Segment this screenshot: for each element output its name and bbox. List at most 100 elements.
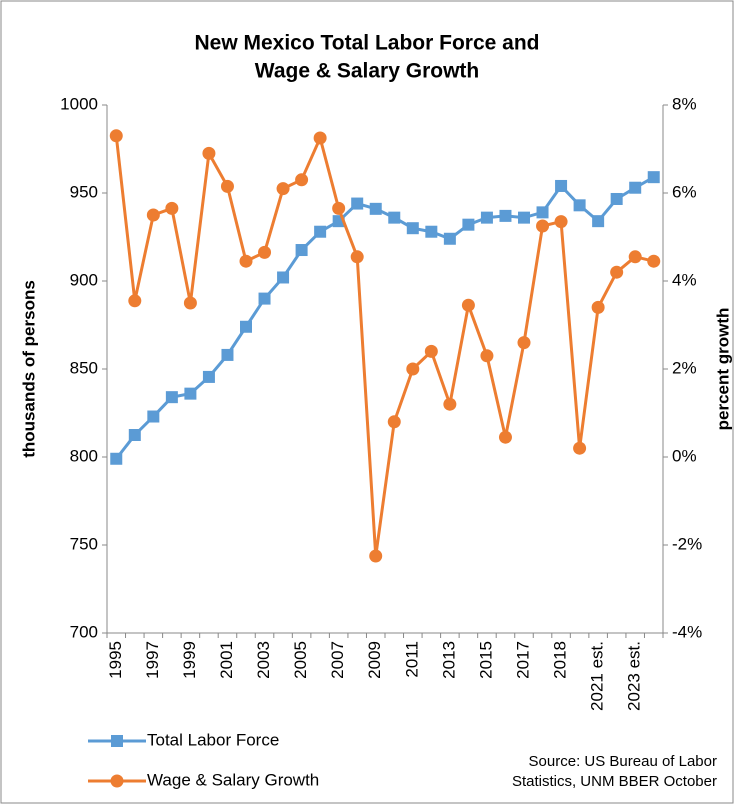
- data-point: [314, 225, 327, 238]
- y-tick-label: 950: [70, 182, 98, 201]
- y2-tick-label: -4%: [672, 622, 702, 641]
- data-point: [647, 254, 661, 268]
- x-tick-label: 2021 est.: [588, 641, 607, 711]
- chart-title: Wage & Salary Growth: [255, 60, 479, 83]
- data-point: [591, 300, 605, 314]
- data-point: [350, 250, 364, 264]
- data-point: [183, 296, 197, 310]
- data-point: [536, 219, 550, 233]
- x-tick-label: 2003: [254, 641, 273, 679]
- y2-tick-label: 2%: [672, 358, 697, 377]
- data-point: [461, 298, 475, 312]
- data-point: [406, 222, 419, 235]
- data-point: [220, 179, 234, 193]
- data-point: [184, 387, 197, 400]
- data-point: [110, 452, 123, 465]
- data-point: [443, 232, 456, 245]
- x-tick-label: 2017: [513, 641, 532, 679]
- data-point: [462, 218, 475, 231]
- data-point: [351, 197, 364, 210]
- data-point: [165, 391, 178, 404]
- data-point: [517, 336, 531, 350]
- data-point: [202, 370, 215, 383]
- data-point: [647, 171, 660, 184]
- data-point: [573, 441, 587, 455]
- data-point: [388, 211, 401, 224]
- y-tick-label: 800: [70, 446, 98, 465]
- data-point: [295, 173, 309, 187]
- data-point: [610, 192, 623, 205]
- data-point: [313, 131, 327, 145]
- series-line: [114, 133, 655, 557]
- data-point: [369, 202, 382, 215]
- y-tick-label: 850: [70, 358, 98, 377]
- data-point: [276, 182, 290, 196]
- x-tick-label: 2005: [291, 641, 310, 679]
- x-tick-label: 2015: [476, 641, 495, 679]
- data-point: [202, 146, 216, 160]
- y-tick-label: 700: [70, 622, 98, 641]
- data-point: [146, 208, 160, 222]
- x-tick-label: 2001: [217, 641, 236, 679]
- data-point: [369, 549, 383, 563]
- data-point: [258, 245, 272, 259]
- x-tick-label: 2018: [551, 641, 570, 679]
- legend-marker: [110, 774, 124, 788]
- data-point: [480, 349, 494, 363]
- data-point: [406, 362, 420, 376]
- data-point: [629, 181, 642, 194]
- data-point: [480, 211, 493, 224]
- x-tick-label: 1997: [143, 641, 162, 679]
- data-point: [536, 206, 549, 219]
- x-tick-label: 1995: [106, 641, 125, 679]
- data-point: [240, 320, 252, 333]
- data-point: [518, 211, 530, 224]
- data-point: [425, 225, 438, 238]
- source-note: Statistics, UNM BBER October: [512, 773, 717, 790]
- x-tick-label: 2011: [402, 641, 421, 678]
- y2-tick-label: 8%: [672, 94, 697, 113]
- y2-tick-label: 4%: [672, 270, 697, 289]
- data-point: [128, 294, 142, 308]
- data-point: [498, 430, 512, 444]
- data-point: [295, 244, 308, 257]
- data-point: [424, 344, 438, 358]
- data-point: [221, 348, 234, 361]
- legend-marker: [111, 735, 123, 747]
- x-tick-label: 2007: [328, 641, 347, 679]
- y-tick-label: 900: [70, 270, 98, 289]
- data-point: [628, 250, 642, 264]
- y-tick-label: 1000: [60, 94, 98, 113]
- data-point: [128, 429, 141, 441]
- legend-label: Wage & Salary Growth: [147, 770, 319, 789]
- x-tick-label: 2009: [365, 641, 384, 679]
- legend-label: Total Labor Force: [147, 730, 279, 749]
- data-point: [554, 215, 568, 229]
- data-point: [592, 215, 605, 228]
- y2-tick-label: 6%: [672, 182, 697, 201]
- y-tick-label: 750: [70, 534, 98, 553]
- data-point: [239, 254, 253, 268]
- x-tick-label: 2013: [439, 641, 458, 679]
- data-point: [332, 201, 346, 215]
- y-axis-label: thousands of persons: [19, 280, 38, 458]
- data-point: [573, 199, 586, 212]
- data-point: [499, 209, 512, 222]
- y2-axis-label: percent growth: [713, 308, 732, 431]
- x-tick-label: 1999: [180, 641, 199, 679]
- data-point: [109, 129, 123, 143]
- data-point: [555, 179, 568, 192]
- data-point: [147, 410, 160, 423]
- data-point: [165, 201, 179, 215]
- data-point: [277, 271, 290, 284]
- data-point: [258, 292, 271, 305]
- x-tick-label: 2023 est.: [625, 641, 644, 711]
- data-point: [387, 415, 401, 429]
- y2-tick-label: 0%: [672, 446, 697, 465]
- chart-title: New Mexico Total Labor Force and: [194, 32, 539, 55]
- data-point: [610, 265, 624, 279]
- source-note: Source: US Bureau of Labor: [529, 753, 717, 770]
- y2-tick-label: -2%: [672, 534, 702, 553]
- data-point: [443, 397, 457, 411]
